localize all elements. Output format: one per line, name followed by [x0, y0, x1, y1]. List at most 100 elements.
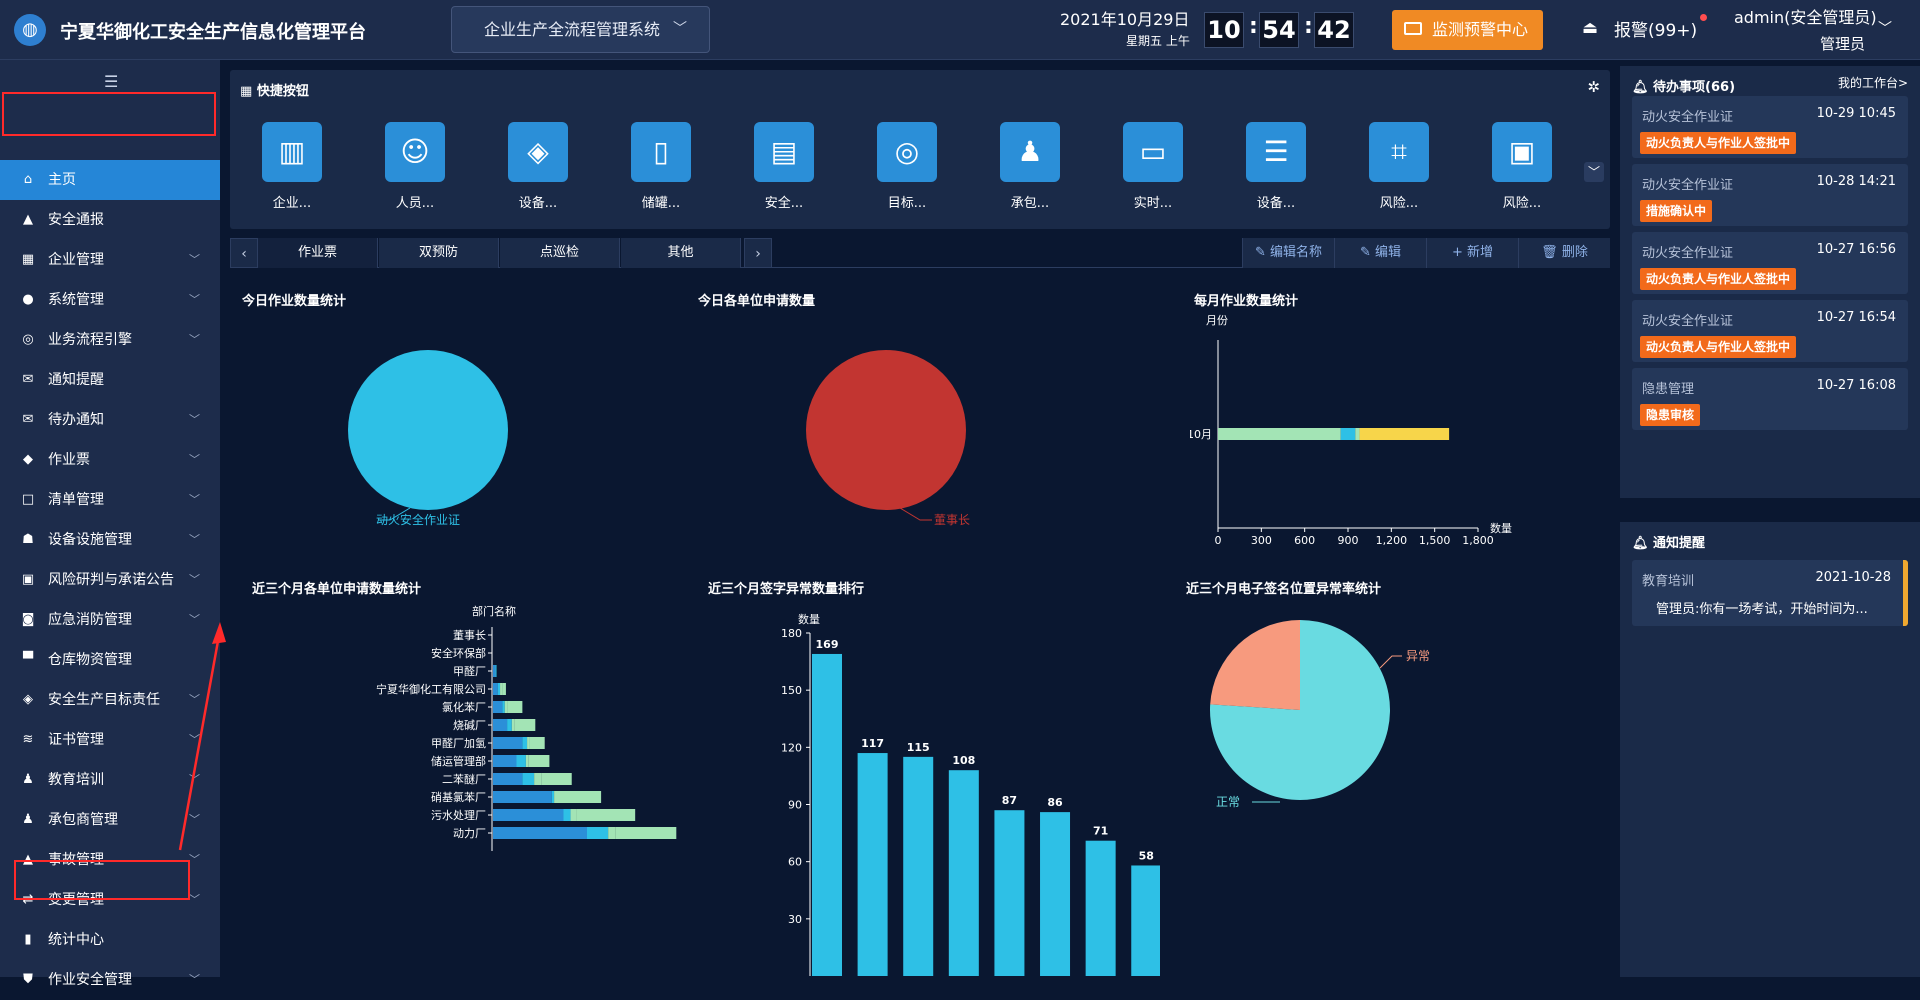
- delete-button[interactable]: 🗑︎ 删除: [1518, 238, 1610, 268]
- pie-label: 董事长: [934, 513, 970, 527]
- weekday-text: 星期五 上午: [1126, 34, 1190, 48]
- sidebar-item-label: 作业票: [48, 452, 90, 468]
- quick-button[interactable]: ☰ 设备...: [1246, 122, 1306, 211]
- quick-button[interactable]: ◎ 目标...: [877, 122, 937, 211]
- sidebar-item[interactable]: ▣ 风险研判与承诺公告 ﹀: [0, 560, 220, 600]
- status-badge: 隐患审核: [1640, 404, 1701, 426]
- alarm-button[interactable]: ⏏ 报警(99+): [1582, 14, 1708, 41]
- chevron-down-icon: ﹀: [189, 733, 200, 746]
- sidebar-item-label: 承包商管理: [48, 812, 118, 828]
- tab[interactable]: 其他: [621, 238, 741, 268]
- sidebar-item[interactable]: ▲ 安全通报: [0, 200, 220, 240]
- sidebar-item[interactable]: ⛊ 作业安全管理 ﹀: [0, 960, 220, 1000]
- sidebar-item[interactable]: ♟ 教育培训 ﹀: [0, 760, 220, 800]
- system-select[interactable]: 企业生产全流程管理系统 ﹀: [451, 6, 710, 53]
- risk-icon: ▣: [21, 572, 35, 587]
- layers-icon: ◈: [508, 122, 568, 182]
- monitor-center-button[interactable]: 监测预警中心: [1392, 10, 1543, 50]
- chevron-down-icon[interactable]: ﹀: [1584, 162, 1604, 182]
- alarm-dot: [1700, 14, 1708, 21]
- bar-chart-signature-anomalies: 数量30609012015018016911711510887867158585…: [781, 613, 1160, 976]
- monitor-center-label: 监测预警中心: [1432, 20, 1529, 39]
- chevron-down-icon: ﹀: [189, 973, 200, 986]
- edit-button[interactable]: ✎ 编辑: [1334, 238, 1426, 268]
- sidebar-item[interactable]: ✉ 通知提醒: [0, 360, 220, 400]
- bar-segment: [493, 665, 496, 677]
- todo-item[interactable]: 动火安全作业证 10-28 14:21 措施确认中: [1632, 164, 1908, 226]
- sidebar-item[interactable]: ▀ 仓库物资管理: [0, 640, 220, 680]
- category-label: 氯化苯厂: [442, 700, 486, 714]
- sidebar-item[interactable]: ♟ 承包商管理 ﹀: [0, 800, 220, 840]
- notice-title: 🔔︎ 通知提醒: [1632, 536, 1706, 551]
- quick-button[interactable]: ▣ 风险...: [1492, 122, 1552, 211]
- bar: [1040, 812, 1071, 976]
- tab-next-icon[interactable]: ›: [744, 238, 772, 268]
- todo-time: 10-28 14:21: [1816, 174, 1896, 189]
- quick-button[interactable]: ▯ 储罐...: [631, 122, 691, 211]
- tab[interactable]: 点巡检: [500, 238, 620, 268]
- sidebar-item[interactable]: ▮ 统计中心: [0, 920, 220, 960]
- sidebar-item[interactable]: ◙ 应急消防管理 ﹀: [0, 600, 220, 640]
- quick-button[interactable]: ▥ 企业...: [262, 122, 322, 211]
- chevron-down-icon: ﹀: [189, 533, 200, 546]
- sidebar-item[interactable]: ◆ 作业票 ﹀: [0, 440, 220, 480]
- quick-button[interactable]: ▭ 实时...: [1123, 122, 1183, 211]
- workbench-link[interactable]: 我的工作台>: [1837, 76, 1908, 90]
- chevron-down-icon[interactable]: ﹀: [1878, 21, 1892, 37]
- chart-title: 今日各单位申请数量: [698, 294, 816, 309]
- sidebar-item[interactable]: ✉ 待办通知 ﹀: [0, 400, 220, 440]
- todo-item[interactable]: 动火安全作业证 10-29 10:45 动火负责人与作业人签批中: [1632, 96, 1908, 158]
- sidebar-item[interactable]: ◎ 业务流程引擎 ﹀: [0, 320, 220, 360]
- sidebar-item[interactable]: ⇄ 变更管理 ﹀: [0, 880, 220, 920]
- quick-button[interactable]: ◈ 设备...: [508, 122, 568, 211]
- bar-segment: [608, 827, 616, 839]
- mail-icon: ✉: [22, 372, 34, 387]
- quick-button[interactable]: ♟ 承包...: [1000, 122, 1060, 211]
- sidebar-item-label: 清单管理: [48, 492, 104, 508]
- axis-label: 数量: [798, 613, 820, 626]
- sidebar-item[interactable]: ≋ 证书管理 ﹀: [0, 720, 220, 760]
- bar-segment: [554, 791, 602, 803]
- gear-icon[interactable]: ✲: [1587, 78, 1600, 96]
- edit-name-button[interactable]: ✎ 编辑名称: [1242, 238, 1334, 268]
- todo-item[interactable]: 动火安全作业证 10-27 16:56 动火负责人与作业人签批中: [1632, 232, 1908, 294]
- ticket-icon: ◆: [23, 452, 33, 467]
- add-button[interactable]: + 新增: [1426, 238, 1518, 268]
- sidebar-item[interactable]: ☗ 设备设施管理 ﹀: [0, 520, 220, 560]
- bar-chart-icon: ▮: [24, 932, 32, 947]
- bar-segment: [527, 737, 530, 749]
- chevron-down-icon: ﹀: [189, 453, 200, 466]
- sidebar-item[interactable]: ▦ 企业管理 ﹀: [0, 240, 220, 280]
- tick-label: 30: [788, 913, 802, 926]
- user-name[interactable]: admin(安全管理员): [1734, 8, 1877, 27]
- collapse-menu-icon[interactable]: ☰: [104, 72, 119, 91]
- chart-title: 近三个月签字异常数量排行: [708, 582, 865, 597]
- todo-item[interactable]: 隐患管理 10-27 16:08 隐患审核: [1632, 368, 1908, 430]
- tick-label: 600: [1294, 534, 1315, 547]
- tick-label: 90: [788, 799, 802, 812]
- pie-label-line: [378, 507, 411, 521]
- gear-icon: ●: [22, 292, 34, 307]
- quick-button[interactable]: ⌗ 风险...: [1369, 122, 1429, 211]
- sidebar-item[interactable]: ◈ 安全生产目标责任 ﹀: [0, 680, 220, 720]
- tab[interactable]: 双预防: [379, 238, 499, 268]
- sidebar-item[interactable]: □ 清单管理 ﹀: [0, 480, 220, 520]
- sidebar-item-label: 企业管理: [48, 252, 104, 268]
- tab-prev-icon[interactable]: ‹: [230, 238, 258, 268]
- todo-item[interactable]: 动火安全作业证 10-27 16:54 动火负责人与作业人签批中: [1632, 300, 1908, 362]
- pie-chart-today-units: 董事长: [806, 350, 970, 527]
- sidebar-item[interactable]: ● 系统管理 ﹀: [0, 280, 220, 320]
- category-label: 甲醛厂: [453, 664, 486, 678]
- quick-panel-title: ▦ 快捷按钮: [240, 84, 309, 99]
- quick-button[interactable]: ☺ 人员...: [385, 122, 445, 211]
- status-badge: 动火负责人与作业人签批中: [1640, 132, 1797, 154]
- notice-item[interactable]: 教育培训 2021-10-28 管理员:你有一场考试，开始时间为...: [1632, 560, 1908, 626]
- quick-button[interactable]: ▤ 安全...: [754, 122, 814, 211]
- bar-segment: [516, 755, 526, 767]
- tab[interactable]: 作业票: [258, 238, 378, 268]
- sidebar-item-label: 证书管理: [48, 732, 104, 748]
- pie-label-line: [899, 507, 932, 521]
- sidebar-item[interactable]: ⌂ 主页: [0, 160, 220, 200]
- clipboard-icon: ▣: [1492, 122, 1552, 182]
